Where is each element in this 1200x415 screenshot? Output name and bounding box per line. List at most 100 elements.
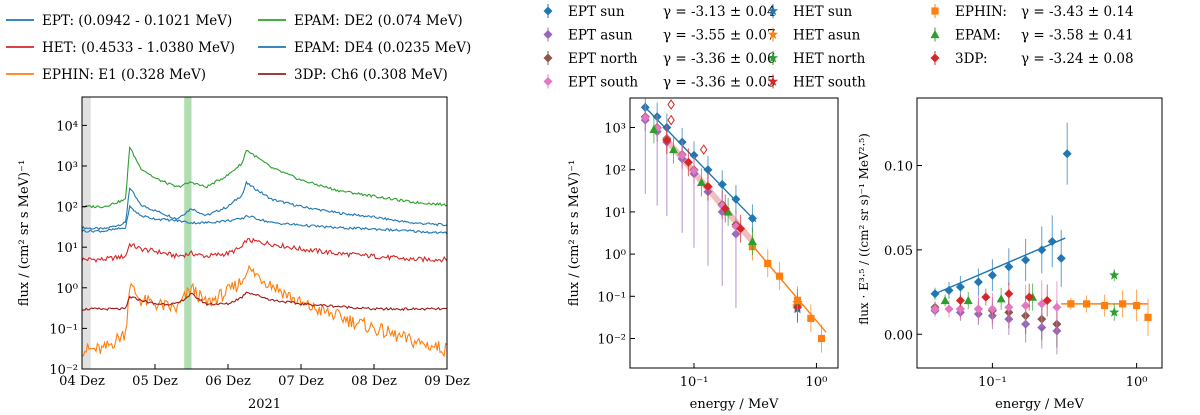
spectrum-point-0-6 — [717, 179, 727, 189]
spectrum-point-10-1 — [683, 157, 693, 167]
spectrum-legend-label-0: EPT sun — [568, 4, 625, 20]
compensated-point-0-9 — [1056, 253, 1066, 263]
spectrum-legend-label-6: HET north — [793, 51, 866, 67]
compensated-point-5-2 — [1101, 301, 1109, 310]
timeseries-y-tick-label-4: 10² — [56, 201, 78, 216]
compensated-point-0-1 — [944, 285, 954, 295]
spectrum-legend-marker-4 — [767, 5, 779, 16]
timeseries-x-tick-label-3: 07 Dez — [278, 374, 324, 389]
timeseries-line-4 — [81, 204, 448, 235]
timeseries-line-2 — [81, 264, 448, 358]
spectrum-y-tick-label-4: 10² — [604, 164, 626, 179]
spectrum-point-0-5 — [703, 165, 713, 175]
timeseries-x-tick-label-2: 06 Dez — [205, 374, 251, 389]
spectrum-legend-marker-5 — [767, 29, 779, 39]
spectrum-legend-marker-1 — [543, 30, 553, 39]
compensated-axes-frame — [916, 97, 1163, 369]
timeseries-x-tick-label-1: 05 Dez — [132, 374, 178, 389]
timeseries-x-tick-label-4: 08 Dez — [351, 374, 397, 389]
compensated-x-label: energy / MeV — [995, 397, 1084, 412]
compensated-point-5-0 — [1067, 300, 1075, 308]
spectrum-legend-label-8: EPHIN: — [955, 4, 1007, 20]
spectrum-point-8-5 — [817, 334, 826, 343]
timeseries-legend-label-2: EPHIN: E1 (0.328 MeV) — [42, 67, 206, 83]
spectrum-legend-gamma-2: γ = -3.36 ± 0.06 — [663, 51, 776, 67]
spectrum-y-tick-label-5: 10³ — [604, 121, 626, 136]
spectrum-outlier-0-1 — [667, 99, 675, 110]
spectrum-point-9-0 — [649, 124, 659, 134]
spectrum-point-10-4 — [736, 224, 746, 234]
spectrum-point-0-8 — [747, 213, 757, 223]
compensated-point-3-3 — [973, 304, 983, 314]
compensated-x-tick-label-0: 10⁻¹ — [978, 375, 1007, 390]
compensated-point-5-5 — [1144, 313, 1152, 321]
spectrum-point-10-0 — [662, 135, 672, 145]
compensated-y-tick-label-0: 0.00 — [884, 328, 913, 343]
spectrum-point-10-3 — [720, 204, 730, 214]
spectrum-point-10-2 — [703, 181, 713, 191]
timeseries-line-3 — [81, 145, 448, 209]
compensated-point-3-2 — [955, 304, 965, 314]
spectrum-y-tick-label-0: 10⁻² — [597, 333, 626, 348]
compensated-point-5-4 — [1133, 301, 1141, 310]
spectrum-legend-gamma-10: γ = -3.24 ± 0.08 — [1021, 51, 1134, 67]
spectrum-legend-gamma-0: γ = -3.13 ± 0.04 — [663, 4, 776, 20]
spectrum-point-8-2 — [775, 272, 784, 280]
compensated-point-0-5 — [1004, 262, 1014, 272]
compensated-point-0-0 — [930, 289, 940, 299]
timeseries-axes-frame — [81, 96, 448, 370]
shaded-region-1 — [184, 97, 192, 369]
timeseries-legend-label-4: EPAM: DE4 (0.0235 MeV) — [294, 40, 471, 56]
spectrum-legend-gamma-8: γ = -3.43 ± 0.14 — [1021, 4, 1134, 20]
compensated-point-0-6 — [1021, 255, 1031, 265]
compensated-point-7-3 — [1024, 292, 1034, 302]
compensated-point-3-5 — [1004, 302, 1014, 312]
timeseries-line-1 — [81, 237, 448, 264]
timeseries-line-0 — [81, 180, 448, 231]
spectrum-y-label: flux / (cm² sr s MeV)⁻¹ — [567, 160, 582, 306]
compensated-y-tick-label-2: 0.10 — [884, 160, 913, 175]
compensated-point-4-0 — [1109, 269, 1120, 280]
spectrum-point-0-7 — [731, 194, 741, 204]
spectrum-point-8-3 — [793, 296, 802, 304]
spectrum-y-tick-label-1: 10⁻¹ — [597, 290, 626, 305]
spectrum-axes-frame — [629, 97, 839, 369]
timeseries-legend-label-0: EPT: (0.0942 - 0.1021 MeV) — [42, 13, 232, 29]
compensated-point-7-1 — [981, 292, 991, 302]
compensated-point-6-0 — [940, 296, 950, 305]
timeseries-y-tick-label-1: 10⁻¹ — [49, 322, 78, 337]
spectrum-point-9-3 — [723, 207, 733, 216]
spectrum-legend-gamma-1: γ = -3.55 ± 0.07 — [663, 28, 776, 44]
spectrum-legend-label-9: EPAM: — [955, 28, 1001, 44]
compensated-point-7-4 — [1042, 296, 1052, 305]
timeseries-line-5 — [81, 291, 448, 312]
compensated-point-5-3 — [1119, 300, 1127, 308]
timeseries-y-tick-label-0: 10⁻² — [49, 363, 78, 378]
spectrum-outlier-1-0 — [699, 144, 708, 155]
timeseries-x-label: 2021 — [248, 397, 281, 412]
spectrum-point-3-0 — [640, 113, 650, 123]
timeseries-y-label: flux / (cm² sr s MeV)⁻¹ — [17, 160, 32, 306]
timeseries-y-tick-label-3: 10¹ — [56, 241, 78, 256]
timeseries-legend-label-5: 3DP: Ch6 (0.308 MeV) — [294, 67, 448, 83]
compensated-point-3-1 — [944, 304, 954, 314]
compensated-y-label: flux · E³·⁵ / ((cm² sr s)⁻¹ MeV²·⁵) — [857, 133, 871, 325]
spectrum-x-tick-label-1: 10⁰ — [806, 375, 828, 390]
spectrum-point-3-3 — [677, 150, 687, 160]
spectrum-outlier-0-0 — [667, 114, 675, 126]
spectrum-legend-marker-0 — [543, 6, 553, 16]
compensated-point-7-2 — [1004, 289, 1014, 299]
spectrum-point-9-4 — [747, 236, 757, 245]
spectrum-legend-label-5: HET asun — [793, 28, 861, 44]
compensated-point-0-10 — [1062, 149, 1072, 159]
spectrum-point-9-2 — [696, 177, 706, 187]
spectrum-legend-gamma-9: γ = -3.58 ± 0.41 — [1021, 28, 1134, 44]
timeseries-legend-label-1: HET: (0.4533 - 1.0380 MeV) — [42, 40, 235, 56]
compensated-point-5-1 — [1082, 300, 1091, 308]
spectrum-legend-marker-10 — [930, 53, 940, 63]
compensated-point-3-6 — [1021, 301, 1031, 311]
timeseries-x-tick-label-0: 04 Dez — [59, 374, 105, 389]
spectrum-legend-label-7: HET south — [793, 75, 866, 91]
compensated-point-0-4 — [987, 270, 997, 280]
spectrum-y-tick-label-2: 10⁰ — [604, 248, 626, 263]
